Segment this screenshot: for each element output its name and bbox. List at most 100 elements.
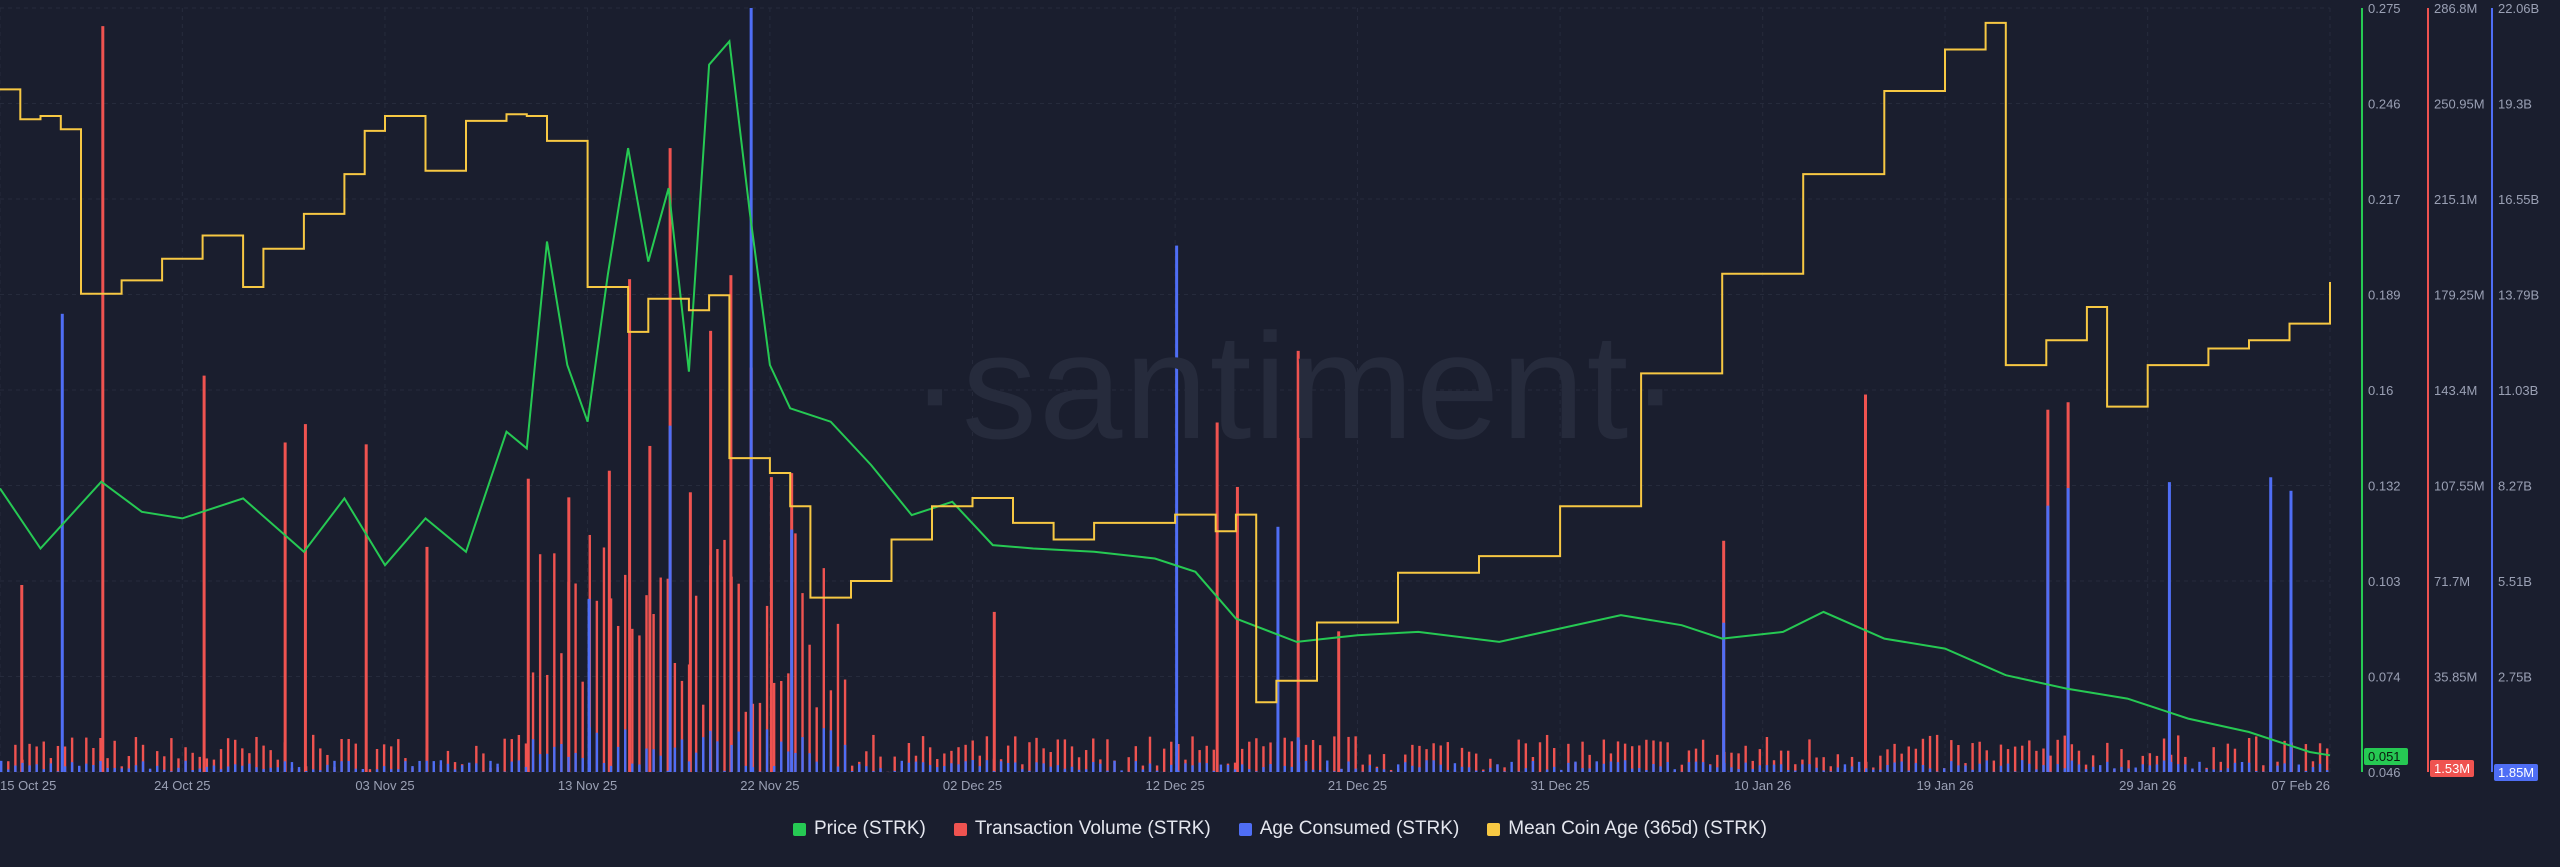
transaction-volume-bar: [2226, 743, 2230, 772]
age-consumed-bar: [1943, 768, 1946, 772]
transaction-volume-bar: [1716, 754, 1719, 772]
age-consumed-bar: [1595, 761, 1598, 772]
transaction-volume-spike: [628, 279, 632, 772]
transaction-volume-bar: [1255, 738, 1258, 772]
age-consumed-bar: [2099, 765, 2102, 772]
age-consumed-bar: [1872, 769, 1875, 772]
transaction_volume-tick-label: 215.1M: [2434, 192, 2477, 207]
age-consumed-bar: [1503, 771, 1506, 772]
age-consumed-bar: [2056, 764, 2059, 772]
price-tick-label: 0.246: [2368, 97, 2401, 112]
transaction-volume-bar: [241, 748, 244, 772]
transaction-volume-bar: [2177, 735, 2180, 772]
transaction-volume-bar: [1262, 746, 1265, 772]
age-consumed-bar: [1368, 765, 1372, 772]
age-consumed-bar: [1205, 763, 1208, 772]
age-consumed-bar: [63, 766, 67, 772]
age-consumed-bar: [1496, 764, 1499, 772]
legend-item-age-consumed[interactable]: Age Consumed (STRK): [1238, 818, 1459, 840]
transaction-volume-spike: [1296, 350, 1300, 772]
age-consumed-bar: [1673, 769, 1676, 772]
transaction-volume-bar: [517, 734, 521, 772]
transaction-volume-bar: [347, 738, 350, 772]
age-consumed-bar: [1907, 770, 1910, 772]
series-lines: [0, 21, 2331, 757]
age-consumed-spike: [668, 425, 672, 772]
transaction-volume-spike: [769, 477, 773, 772]
age-consumed-bar: [1212, 770, 1216, 772]
age-consumed-bar: [1602, 763, 1606, 772]
age-consumed-bar: [971, 760, 974, 772]
transaction-volume-spike: [283, 442, 287, 772]
legend-item-price[interactable]: Price (STRK): [792, 818, 926, 840]
age-consumed-bar: [985, 760, 989, 772]
age-consumed-bar: [14, 765, 17, 772]
transaction-volume-bar: [382, 744, 386, 772]
legend-swatch-price: [792, 822, 806, 836]
age-consumed-bar: [375, 769, 379, 772]
age-consumed-bar: [1964, 765, 1967, 772]
age-consumed-bar: [1850, 766, 1854, 772]
transaction-volume-bar: [1489, 758, 1492, 772]
age-consumed-spike: [2289, 490, 2293, 772]
age-consumed-bar: [0, 760, 3, 772]
age-consumed-bar: [297, 767, 301, 772]
age-consumed-bar: [765, 729, 769, 772]
transaction-volume-bar: [1517, 739, 1520, 772]
age-consumed-bar: [1170, 764, 1173, 772]
transaction-volume-bar: [815, 707, 818, 772]
transaction-volume-spike: [101, 26, 105, 772]
transaction-volume-spike: [648, 445, 652, 772]
transaction-volume-bar: [198, 756, 201, 772]
age-consumed-bar: [1666, 761, 1669, 772]
age-consumed-bar: [1772, 764, 1776, 772]
legend-item-transaction-volume[interactable]: Transaction Volume (STRK): [953, 818, 1211, 840]
transaction-volume-bar: [1311, 739, 1315, 772]
age-consumed-bar: [787, 751, 790, 772]
age-consumed-bar: [276, 767, 279, 772]
transaction-volume-bar: [2262, 765, 2265, 772]
age-consumed-bar: [1326, 760, 1329, 772]
age-consumed-bar: [120, 768, 123, 772]
age-consumed-bar: [141, 761, 145, 772]
legend-item-mean-coin-age[interactable]: Mean Coin Age (365d) (STRK): [1487, 818, 1767, 840]
transaction-volume-bar: [1198, 750, 1201, 772]
transaction-volume-bar: [1162, 748, 1166, 772]
transaction-volume-bar: [106, 758, 109, 772]
transaction-volume-bar: [1177, 743, 1180, 772]
age-consumed-bar: [1155, 770, 1159, 772]
transaction-volume-bar: [14, 744, 17, 772]
age-consumed-bar: [113, 767, 116, 772]
transaction-volume-bar: [141, 744, 145, 772]
x-tick-label: 12 Dec 25: [1145, 778, 1204, 793]
transaction-volume-bar: [1191, 736, 1194, 772]
age_consumed-current-value: 1.85M: [2498, 765, 2534, 780]
transaction-volume-bar: [2212, 747, 2215, 772]
age-consumed-bar: [517, 760, 521, 772]
transaction-volume-bar: [1318, 745, 1322, 772]
age-consumed-bar: [2113, 768, 2116, 772]
transaction-volume-bar: [659, 577, 662, 772]
transaction-volume-bar: [475, 745, 478, 772]
age-consumed-bar: [1347, 761, 1350, 772]
age_consumed-tick-label: 11.03B: [2498, 383, 2538, 398]
transaction-volume-bar: [1602, 739, 1606, 772]
transaction-volume-bar: [170, 738, 173, 772]
age-consumed-bar: [524, 766, 528, 772]
age-consumed-bar: [1638, 768, 1641, 772]
transaction_volume-tick-label: 286.8M: [2434, 1, 2477, 16]
age-consumed-bar: [1113, 760, 1116, 772]
age-consumed-bar: [1545, 769, 1549, 772]
transaction-volume-bar: [99, 737, 102, 772]
transaction-volume-bar: [1049, 752, 1052, 772]
age-consumed-bar: [354, 768, 357, 772]
transaction-volume-bar: [843, 679, 847, 772]
age-consumed-bar: [35, 764, 38, 772]
age-consumed-bar: [1446, 769, 1450, 772]
age-consumed-bar: [1808, 764, 1811, 772]
transaction-volume-bar: [1503, 767, 1506, 772]
transaction-volume-bar: [879, 756, 882, 772]
transaction-volume-bar: [28, 743, 31, 772]
age-consumed-bar: [2091, 766, 2095, 772]
age-consumed-spike: [1175, 245, 1179, 772]
